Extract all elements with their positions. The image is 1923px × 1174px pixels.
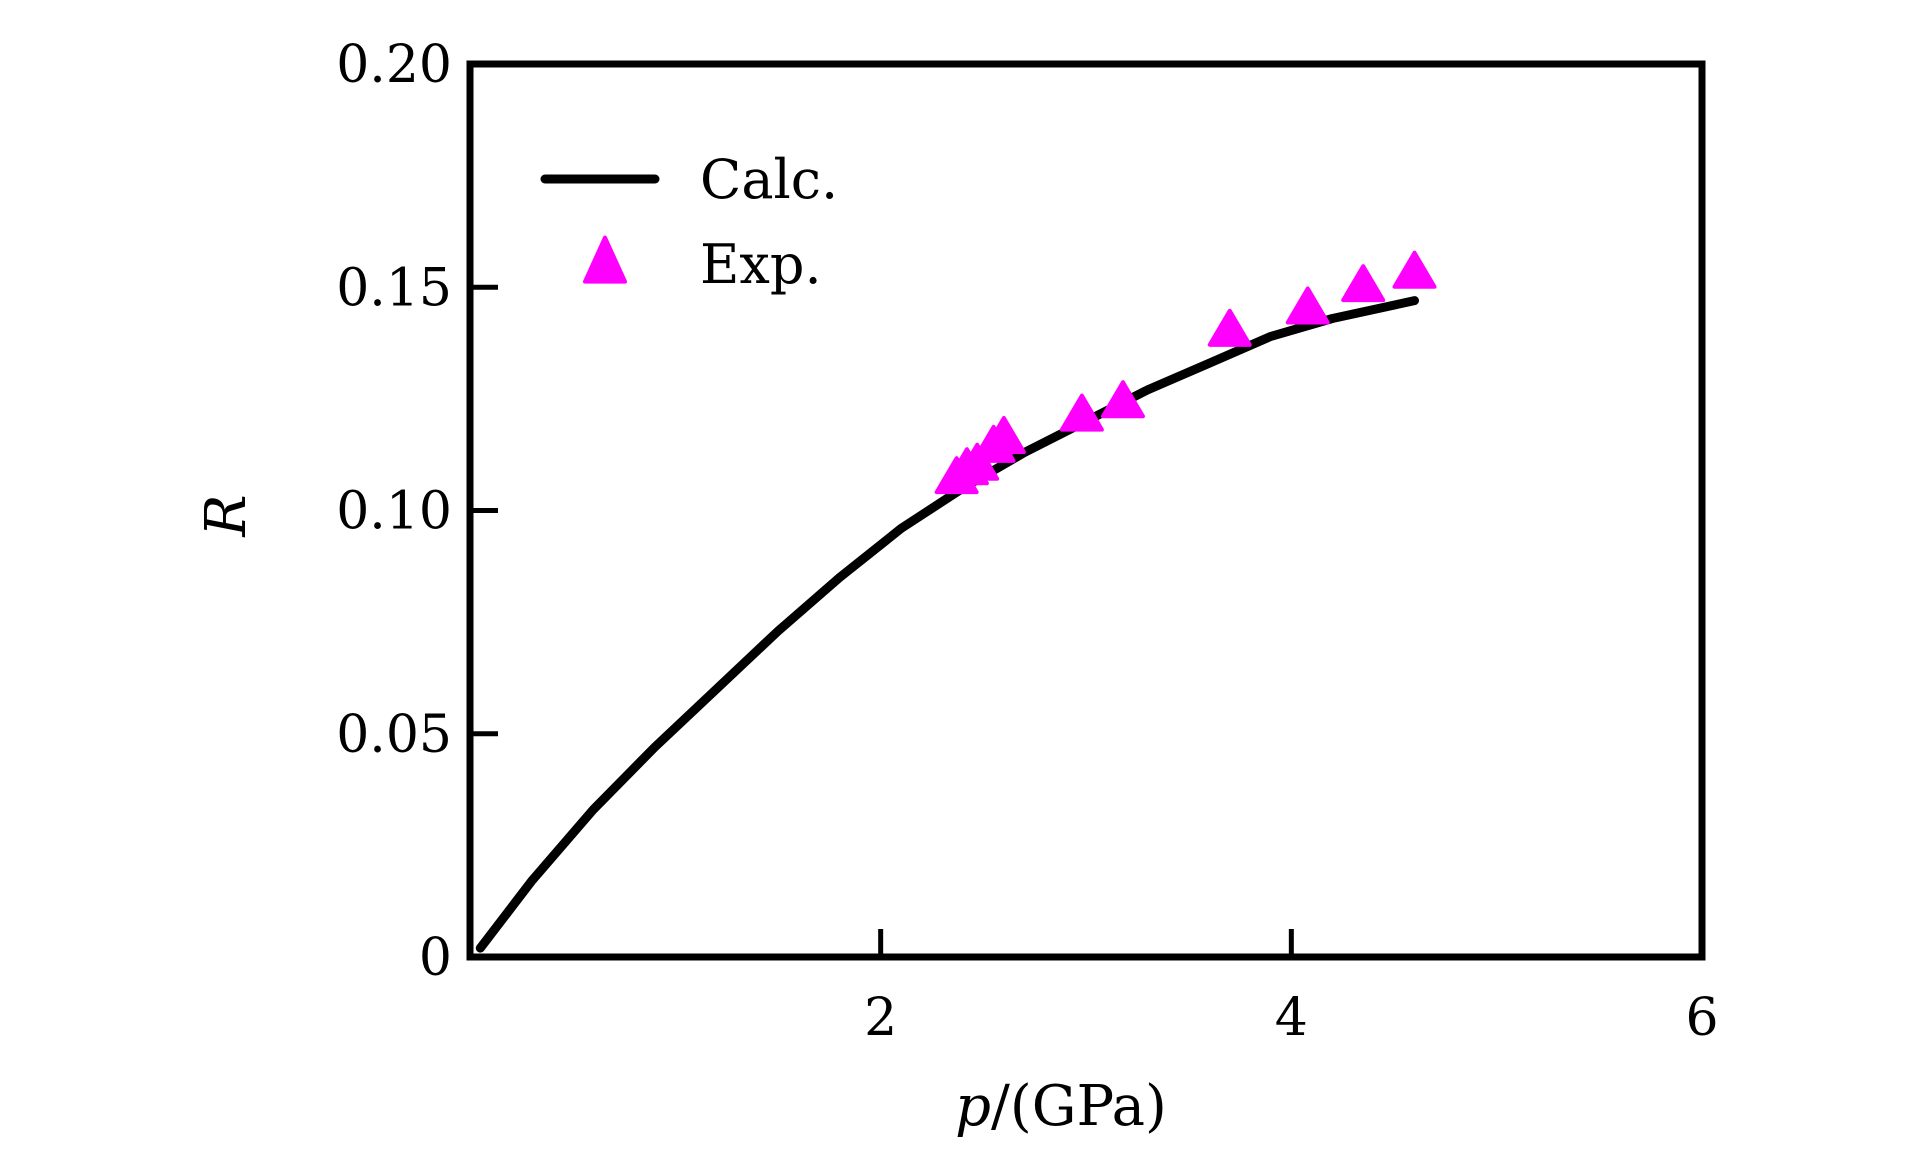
legend-exp-swatch bbox=[583, 235, 627, 284]
y-tick-label: 0.10 bbox=[336, 482, 452, 542]
y-tick-label: 0.20 bbox=[336, 35, 452, 95]
exp-data-point bbox=[981, 415, 1026, 454]
x-tick-label: 6 bbox=[1685, 988, 1718, 1048]
y-axis-label: R bbox=[194, 494, 259, 537]
legend-calc-label: Calc. bbox=[700, 148, 838, 211]
exp-data-point bbox=[1341, 264, 1386, 303]
y-tick-label: 0.15 bbox=[336, 258, 452, 318]
exp-data-point bbox=[1207, 308, 1252, 347]
legend: Calc. Exp. bbox=[540, 148, 838, 296]
legend-exp-label: Exp. bbox=[700, 233, 822, 296]
frame-layer bbox=[466, 60, 1706, 961]
plot-layer bbox=[475, 250, 1437, 953]
ticks-layer bbox=[470, 284, 1294, 957]
exp-data-point bbox=[1059, 393, 1104, 432]
x-axis-unit: /(GPa) bbox=[991, 1074, 1167, 1139]
labels-layer: 2 4 6 0 0.05 0.10 0.15 0.20 p/(GPa) R bbox=[194, 35, 1719, 1139]
x-tick-label: 2 bbox=[864, 988, 897, 1048]
y-tick-label: 0.05 bbox=[336, 705, 452, 765]
calc-series-line bbox=[475, 296, 1419, 953]
exp-data-point bbox=[1100, 380, 1145, 419]
x-axis-label: p/(GPa) bbox=[955, 1074, 1167, 1139]
exp-data-point bbox=[1285, 286, 1330, 325]
x-axis-variable: p bbox=[955, 1074, 991, 1139]
exp-data-point bbox=[1392, 250, 1437, 289]
plot-frame bbox=[466, 60, 1706, 961]
y-tick-label: 0 bbox=[419, 928, 452, 988]
x-tick-label: 4 bbox=[1275, 988, 1308, 1048]
